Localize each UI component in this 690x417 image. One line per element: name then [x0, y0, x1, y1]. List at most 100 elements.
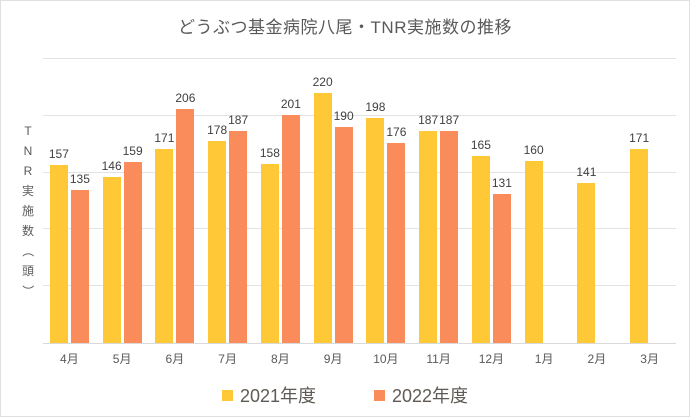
- y-axis-title-char: （: [20, 244, 35, 258]
- bar: [281, 114, 300, 343]
- legend-item: 2022年度: [374, 382, 468, 408]
- bar: [208, 140, 227, 343]
- bar-value-label: 178: [207, 122, 228, 137]
- bar: [471, 155, 490, 343]
- gridline: [43, 285, 676, 287]
- bar-value-label: 206: [175, 90, 196, 105]
- x-axis-label: 5月: [112, 352, 132, 366]
- bar: [387, 143, 406, 343]
- bar-group: 187 187: [412, 59, 465, 343]
- chart-title: どうぶつ基金病院八尾・TNR実施数の推移: [178, 18, 512, 37]
- bar-column: 171: [154, 59, 175, 343]
- bar-column: [598, 59, 616, 343]
- bar-group: 158 201: [254, 59, 307, 343]
- bar-group: 171 206: [149, 59, 202, 343]
- y-axis-title-char: 数: [21, 224, 34, 238]
- bar-value-label: 157: [48, 146, 69, 161]
- x-axis-label: 6月: [165, 352, 185, 366]
- y-axis-title: T N R 実施数 （ 頭 ）: [19, 121, 37, 301]
- x-axis-label: 8月: [271, 352, 290, 366]
- bar-column: 160: [523, 59, 544, 343]
- y-axis-title-char: ）: [20, 284, 35, 298]
- gridline: [43, 171, 676, 173]
- bar: [70, 189, 89, 343]
- bar-value-label: 190: [333, 109, 354, 124]
- bar-column: 158: [259, 59, 280, 343]
- bar-value-label: 198: [365, 100, 386, 115]
- bar-column: [651, 59, 669, 343]
- x-axis-label: 10月: [373, 352, 399, 366]
- bar-value-label: 135: [69, 171, 90, 186]
- y-axis-title-char: 実: [21, 184, 34, 198]
- bar-value-label: 158: [259, 145, 280, 160]
- bar: [102, 177, 121, 343]
- bar: [176, 108, 195, 343]
- bar-group: 160: [518, 59, 571, 343]
- bars-container: 157 135 146 159 171 206 178 187 158 201 220 190 198 1…: [43, 59, 676, 343]
- gridline: [43, 228, 676, 230]
- bar-column: 187: [418, 59, 439, 343]
- bar-group: 220 190: [307, 59, 360, 343]
- legend: 2021年度 2022年度: [1, 382, 689, 408]
- y-axis-title-char: T: [24, 124, 32, 138]
- plot-area: 157 135 146 159 171 206 178 187 158 201 220 190 198 1…: [43, 58, 676, 344]
- bar-column: 178: [207, 59, 228, 343]
- bar: [524, 161, 543, 343]
- bar-value-label: 159: [122, 144, 143, 159]
- bar-column: 131: [491, 59, 512, 343]
- bar-group: 198 176: [360, 59, 413, 343]
- legend-swatch: [374, 389, 385, 401]
- bar: [630, 148, 649, 343]
- legend-label: 2022年度: [392, 386, 469, 406]
- x-axis-label: 4月: [60, 352, 79, 366]
- bar-value-label: 187: [418, 112, 439, 127]
- bar-column: 146: [102, 59, 122, 343]
- bar-column: 165: [470, 59, 491, 343]
- bar-group: 171: [623, 59, 676, 343]
- x-axis-label: 1月: [534, 352, 554, 366]
- bar: [492, 194, 511, 343]
- bar-group: 178 187: [201, 59, 254, 343]
- x-axis-label: 11月: [426, 352, 451, 366]
- bar-value-label: 220: [312, 75, 333, 90]
- y-axis-title-char: 頭: [21, 264, 34, 278]
- bar-column: 220: [312, 59, 333, 343]
- bar-value-label: 171: [629, 130, 650, 145]
- bar-value-label: 187: [228, 112, 249, 127]
- bar-column: [546, 59, 564, 343]
- bar: [577, 182, 596, 343]
- bar-column: 157: [48, 59, 69, 343]
- x-axis-label: 3月: [640, 352, 659, 366]
- bar-group: 141: [571, 59, 624, 343]
- bar-value-label: 160: [523, 143, 544, 158]
- bar-column: 206: [175, 59, 196, 343]
- x-axis-label: 7月: [218, 352, 237, 366]
- bar: [229, 130, 248, 343]
- bar-value-label: 141: [576, 164, 597, 179]
- bar: [366, 118, 385, 343]
- x-axis-label: 12月: [478, 352, 505, 366]
- bar: [419, 130, 438, 343]
- bar: [123, 162, 142, 343]
- bar-column: 159: [122, 59, 143, 343]
- y-axis-title-char: 施: [21, 204, 34, 218]
- bar-group: 165 131: [465, 59, 518, 343]
- bar-column: 141: [576, 59, 597, 343]
- x-axis-labels: 4月 5月 6月 7月 8月 9月 10月 11月 12月 1月 2月 3月: [43, 350, 676, 367]
- bar: [260, 163, 279, 343]
- bar: [440, 130, 459, 343]
- legend-swatch: [221, 389, 233, 401]
- legend-label: 2021年度: [239, 386, 316, 406]
- bar: [334, 127, 353, 343]
- legend-item: 2021年度: [221, 382, 316, 408]
- bar: [49, 164, 68, 343]
- x-axis-label: 9月: [323, 352, 343, 366]
- bar-value-label: 165: [470, 137, 491, 152]
- bar-value-label: 131: [491, 176, 512, 191]
- bar-group: 146 159: [96, 59, 149, 343]
- bar-value-label: 201: [280, 96, 301, 111]
- bar-column: 201: [280, 59, 301, 343]
- bar-value-label: 171: [154, 130, 175, 145]
- bar-column: 187: [439, 59, 459, 343]
- bar-column: 198: [365, 59, 386, 343]
